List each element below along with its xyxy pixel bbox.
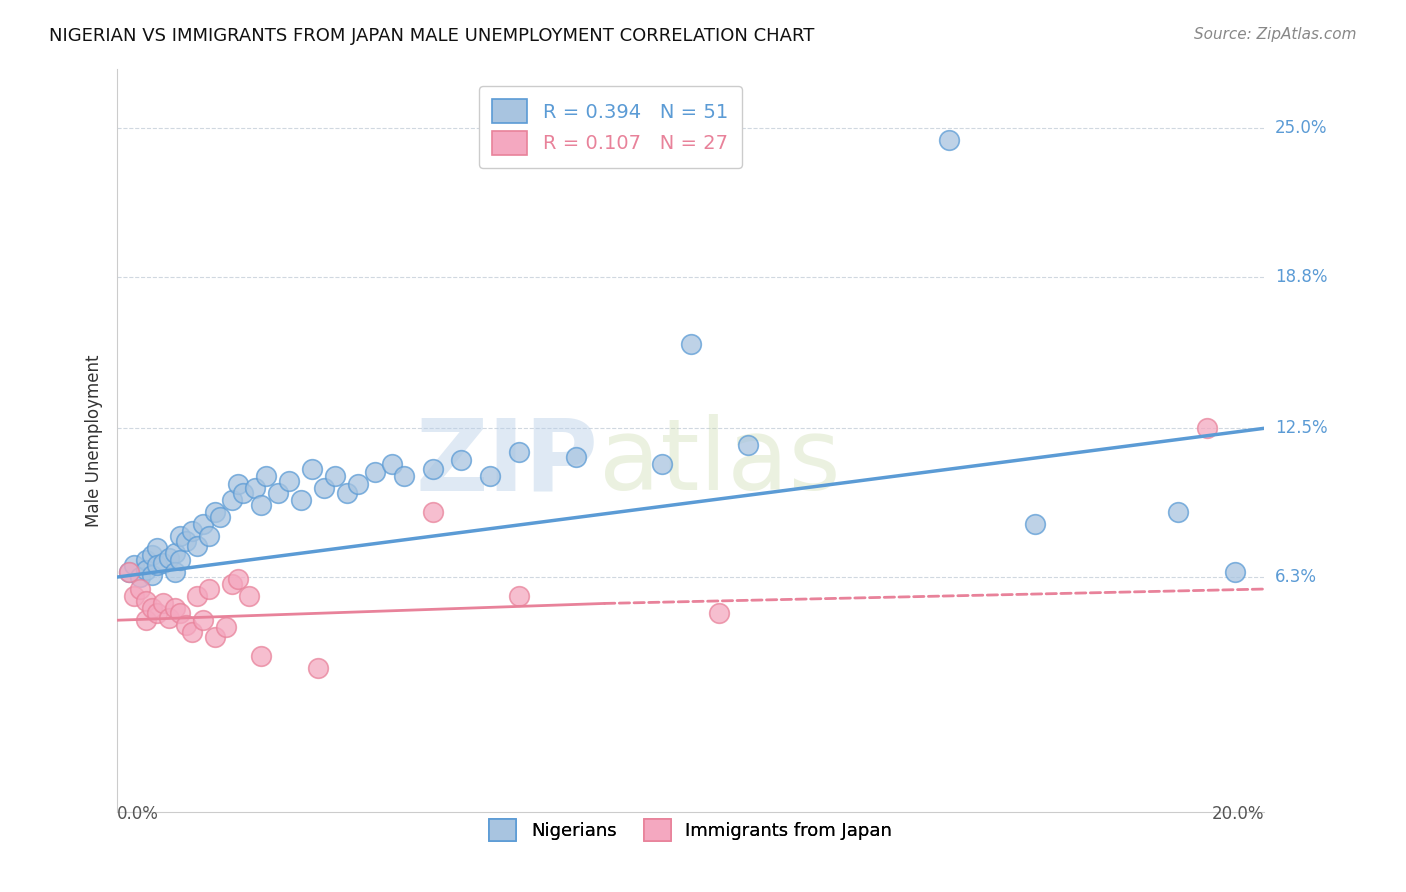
Point [290, 493, 312, 508]
Point [565, 450, 588, 464]
Point [301, 462, 323, 476]
Point [146, 558, 169, 572]
Point [180, 524, 202, 539]
Text: 18.8%: 18.8% [1275, 268, 1327, 286]
Point [163, 566, 186, 580]
Point [157, 550, 180, 565]
Point [135, 563, 157, 577]
Legend: Nigerians, Immigrants from Japan: Nigerians, Immigrants from Japan [475, 805, 907, 855]
Point [254, 469, 277, 483]
Point [141, 549, 163, 563]
Text: Source: ZipAtlas.com: Source: ZipAtlas.com [1194, 27, 1357, 42]
Point [186, 539, 208, 553]
Point [169, 553, 191, 567]
Point [193, 517, 215, 532]
Point [938, 133, 960, 147]
Point [232, 486, 254, 500]
Text: 0.0%: 0.0% [117, 805, 159, 823]
Point [1167, 505, 1189, 519]
Point [135, 553, 157, 567]
Point [152, 556, 174, 570]
Point [221, 493, 243, 508]
Point [157, 611, 180, 625]
Point [226, 573, 249, 587]
Point [1195, 421, 1218, 435]
Point [198, 529, 221, 543]
Point [1225, 566, 1247, 580]
Point [118, 566, 141, 580]
Point [249, 649, 271, 664]
Point [651, 458, 673, 472]
Point [169, 606, 191, 620]
Point [215, 620, 238, 634]
Point [267, 486, 290, 500]
Point [174, 618, 197, 632]
Point [198, 582, 221, 596]
Point [478, 469, 501, 483]
Point [146, 541, 169, 556]
Point [679, 337, 702, 351]
Point [124, 558, 146, 572]
Point [323, 469, 346, 483]
Point [508, 589, 530, 603]
Point [238, 589, 260, 603]
Point [709, 606, 731, 620]
Point [209, 510, 232, 524]
Point [508, 445, 530, 459]
Point [141, 601, 163, 615]
Point [141, 567, 163, 582]
Text: NIGERIAN VS IMMIGRANTS FROM JAPAN MALE UNEMPLOYMENT CORRELATION CHART: NIGERIAN VS IMMIGRANTS FROM JAPAN MALE U… [49, 27, 814, 45]
Text: ZIP: ZIP [416, 414, 599, 511]
Point [135, 613, 157, 627]
Text: 25.0%: 25.0% [1275, 120, 1327, 137]
Point [163, 601, 186, 615]
Point [152, 596, 174, 610]
Point [186, 589, 208, 603]
Point [146, 606, 169, 620]
Point [335, 486, 357, 500]
Point [422, 462, 444, 476]
Point [307, 661, 329, 675]
Point [347, 476, 370, 491]
Point [129, 570, 152, 584]
Point [226, 476, 249, 491]
Point [737, 438, 759, 452]
Point [381, 458, 404, 472]
Point [312, 481, 335, 495]
Point [364, 465, 387, 479]
Point [124, 589, 146, 603]
Text: 6.3%: 6.3% [1275, 568, 1317, 586]
Point [174, 534, 197, 549]
Text: atlas: atlas [599, 414, 841, 511]
Point [180, 625, 202, 640]
Point [422, 505, 444, 519]
Point [249, 498, 271, 512]
Point [204, 505, 226, 519]
Y-axis label: Male Unemployment: Male Unemployment [86, 354, 103, 526]
Point [193, 613, 215, 627]
Text: 12.5%: 12.5% [1275, 419, 1327, 437]
Text: 20.0%: 20.0% [1212, 805, 1264, 823]
Point [129, 582, 152, 596]
Point [169, 529, 191, 543]
Point [163, 546, 186, 560]
Point [221, 577, 243, 591]
Point [118, 566, 141, 580]
Point [204, 630, 226, 644]
Point [135, 594, 157, 608]
Point [392, 469, 415, 483]
Point [278, 474, 301, 488]
Point [243, 481, 266, 495]
Point [1024, 517, 1046, 532]
Point [450, 452, 472, 467]
